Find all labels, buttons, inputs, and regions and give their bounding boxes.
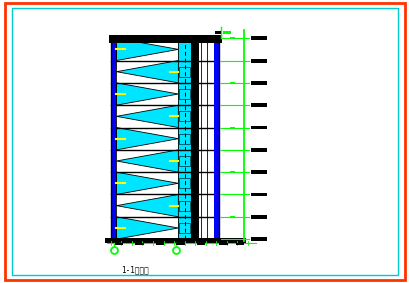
Bar xyxy=(179,201,189,211)
Bar xyxy=(250,192,266,196)
Bar xyxy=(155,243,164,245)
Bar xyxy=(179,223,189,233)
Bar xyxy=(250,81,266,85)
Bar xyxy=(250,36,266,40)
Bar xyxy=(235,243,243,245)
Bar xyxy=(176,243,184,245)
Bar xyxy=(179,89,189,99)
Polygon shape xyxy=(116,217,178,239)
Bar xyxy=(230,37,234,39)
Bar xyxy=(104,238,245,243)
Bar xyxy=(110,38,219,239)
Bar xyxy=(250,103,266,107)
Bar xyxy=(115,243,123,245)
Bar xyxy=(230,127,234,128)
Bar xyxy=(222,31,230,34)
Bar xyxy=(108,36,222,43)
Bar xyxy=(108,35,222,37)
Polygon shape xyxy=(116,61,178,83)
Bar xyxy=(179,156,189,166)
Bar xyxy=(215,31,221,34)
Polygon shape xyxy=(116,172,178,194)
Polygon shape xyxy=(116,38,178,61)
Bar xyxy=(230,216,234,218)
Bar xyxy=(230,82,234,84)
Bar xyxy=(110,38,116,239)
Bar xyxy=(179,111,189,121)
Bar xyxy=(250,126,266,130)
Bar xyxy=(135,243,143,245)
Bar xyxy=(250,170,266,174)
Bar xyxy=(179,178,189,188)
Bar xyxy=(178,38,190,239)
Polygon shape xyxy=(116,128,178,150)
Polygon shape xyxy=(116,83,178,105)
Bar xyxy=(250,148,266,152)
Bar xyxy=(219,243,227,245)
Polygon shape xyxy=(116,194,178,217)
Bar xyxy=(179,67,189,77)
Bar xyxy=(230,171,234,173)
Bar xyxy=(213,38,219,239)
Bar xyxy=(190,38,198,239)
Bar xyxy=(196,243,204,245)
Text: 1-1剧面图: 1-1剧面图 xyxy=(121,266,149,275)
Bar xyxy=(250,59,266,63)
Bar xyxy=(250,215,266,219)
Polygon shape xyxy=(116,150,178,172)
Bar xyxy=(250,237,266,241)
Polygon shape xyxy=(116,105,178,128)
Bar xyxy=(179,134,189,144)
